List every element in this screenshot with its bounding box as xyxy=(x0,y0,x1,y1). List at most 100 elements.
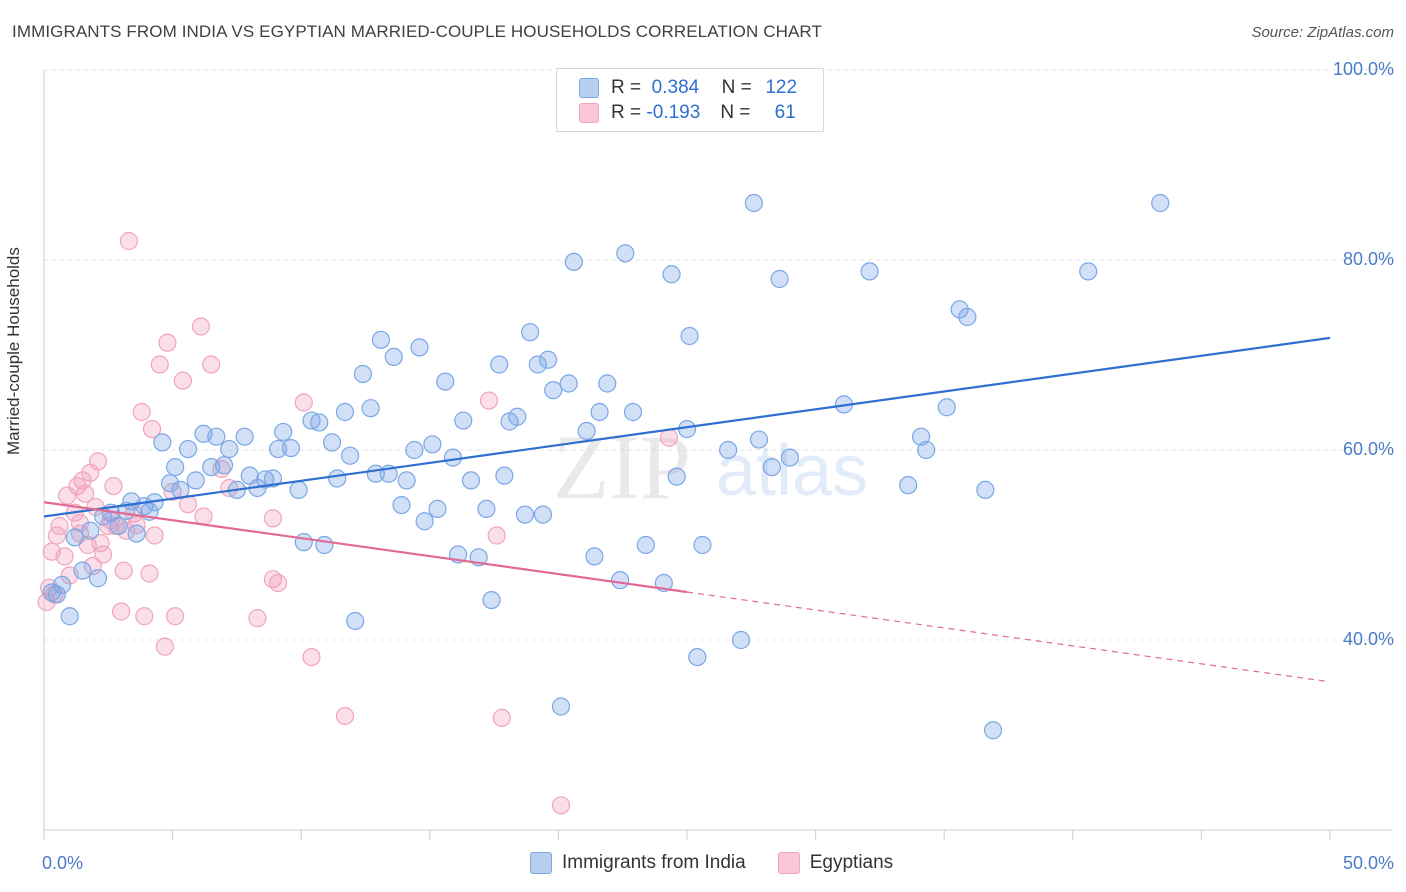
india-point xyxy=(958,307,977,327)
chart-title: IMMIGRANTS FROM INDIA VS EGYPTIAN MARRIE… xyxy=(12,22,822,41)
india-point xyxy=(770,269,789,289)
egypt-n-label: N = xyxy=(720,102,751,123)
india-point xyxy=(917,440,936,460)
india-point xyxy=(744,193,763,213)
india-point xyxy=(564,252,583,271)
india-point xyxy=(611,571,630,590)
india-point xyxy=(392,496,411,515)
egypt-point xyxy=(487,526,506,545)
india-point xyxy=(762,458,781,477)
y-tick-label: 60.0% xyxy=(1342,439,1394,459)
india-point xyxy=(127,524,146,543)
egypt-point xyxy=(135,607,154,626)
india-point xyxy=(616,244,635,263)
egypt-point xyxy=(268,573,288,593)
stats-legend: R = 0.384 N = 122 R = -0.193 N = 61 xyxy=(556,68,824,132)
india-point xyxy=(178,439,198,459)
legend-row-india: R = 0.384 N = 122 xyxy=(579,75,797,101)
egypt-point xyxy=(119,231,138,251)
india-point xyxy=(680,326,699,346)
india-point xyxy=(688,647,707,667)
x-tick-label: 0.0% xyxy=(42,853,84,873)
india-point xyxy=(263,469,283,488)
india-point xyxy=(1079,262,1098,281)
egypt-point xyxy=(37,592,56,612)
egypt-point xyxy=(112,602,131,621)
india-point xyxy=(410,338,429,357)
india-point xyxy=(340,446,360,465)
egypt-point xyxy=(132,402,151,422)
egypt-point xyxy=(492,708,511,728)
egypt-point xyxy=(335,706,355,726)
india-point xyxy=(544,381,563,400)
india-n-value: 122 xyxy=(765,77,798,98)
egypt-point xyxy=(91,533,110,553)
india-point xyxy=(585,547,604,566)
y-tick-label: 100.0% xyxy=(1332,59,1394,79)
egypt-point xyxy=(202,355,221,374)
india-point xyxy=(976,480,995,499)
india-point xyxy=(559,374,578,393)
india-r-value: 0.384 xyxy=(651,77,700,98)
india-r-label: R = xyxy=(611,77,642,98)
india-point xyxy=(495,466,514,485)
india-point xyxy=(274,422,293,442)
india-point xyxy=(153,433,172,452)
egypt-point xyxy=(173,371,192,390)
india-point xyxy=(166,458,185,477)
india-point xyxy=(73,561,92,580)
india-swatch xyxy=(579,78,599,98)
egypt-point xyxy=(294,393,313,412)
india-point xyxy=(533,505,553,524)
india-n-label: N = xyxy=(721,77,752,98)
india-point xyxy=(731,630,751,650)
axes xyxy=(43,70,1392,840)
india-point xyxy=(328,469,347,488)
india-point xyxy=(477,499,496,518)
india-point xyxy=(315,535,334,555)
india-point xyxy=(623,402,643,422)
india-point xyxy=(662,265,681,284)
india-point xyxy=(428,499,447,518)
egypt-point xyxy=(68,477,87,496)
india-point xyxy=(322,433,342,452)
egypt-trend-extension xyxy=(686,591,1331,683)
india-point xyxy=(577,421,596,441)
india-point xyxy=(983,721,1003,740)
india-point xyxy=(214,456,234,475)
egypt-point xyxy=(155,637,174,656)
y-tick-label: 80.0% xyxy=(1342,249,1394,269)
egypt-point xyxy=(158,333,177,352)
egypt-point xyxy=(94,545,113,564)
egypt-point xyxy=(73,471,92,490)
egypt-point xyxy=(479,391,499,410)
india-point xyxy=(667,467,686,486)
india-point xyxy=(384,347,403,366)
india-point xyxy=(719,440,738,460)
x-tick-label: 50.0% xyxy=(1342,853,1394,873)
watermark: ZIP atlas xyxy=(553,416,868,518)
india-point xyxy=(950,300,969,319)
y-tick-label: 40.0% xyxy=(1342,629,1394,649)
india-point xyxy=(415,512,434,531)
india-point xyxy=(454,411,473,430)
india-legend-label: Immigrants from India xyxy=(562,852,746,873)
india-point xyxy=(60,607,79,626)
egypt-r-value: -0.193 xyxy=(646,102,701,123)
india-point xyxy=(693,535,712,555)
egypt-point xyxy=(145,526,164,545)
india-point xyxy=(899,476,918,495)
india-point xyxy=(109,516,128,536)
egypt-r-label: R = xyxy=(611,102,642,123)
india-point xyxy=(65,528,84,547)
india-point xyxy=(1151,193,1170,213)
india-point xyxy=(294,533,313,552)
egypt-n-value: 61 xyxy=(774,102,796,123)
egypt-point xyxy=(70,514,90,533)
trend-lines xyxy=(43,336,1331,683)
india-point xyxy=(310,413,329,432)
egypt-point xyxy=(76,484,95,503)
india-point xyxy=(528,355,547,374)
india-point xyxy=(436,372,455,391)
